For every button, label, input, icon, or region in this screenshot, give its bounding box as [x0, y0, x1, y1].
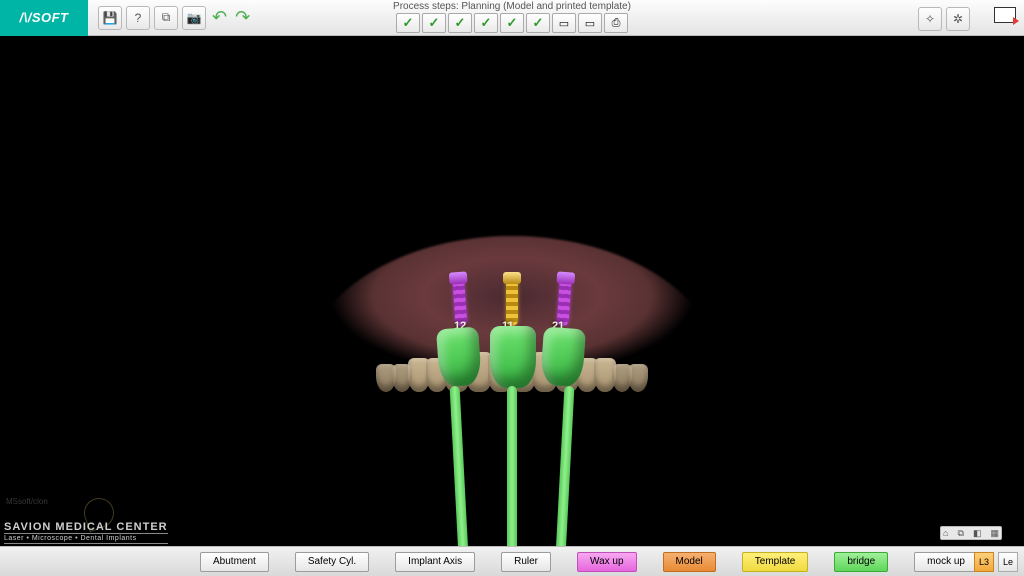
brand-overlay: SAVION MEDICAL CENTER Laser • Microscope… [4, 521, 168, 544]
dental-arch: 12 11 21 [302, 236, 722, 436]
abutment-button[interactable]: Abutment [200, 552, 269, 572]
safety-cyl-button[interactable]: Safety Cyl. [295, 552, 369, 572]
model-button[interactable]: Model [663, 552, 716, 572]
redo-arrow-icon[interactable]: ↷ [233, 7, 252, 28]
process-step-2[interactable] [422, 13, 446, 33]
process-step-8[interactable]: ▭ [578, 13, 602, 33]
brand-line1: SAVION MEDICAL CENTER [4, 521, 168, 533]
process-step-7[interactable]: ▭ [552, 13, 576, 33]
waxup-12[interactable] [436, 327, 482, 388]
viewport-3d[interactable]: 12 11 21 MSsoft/clon SAVION MEDICAL CENT… [0, 36, 1024, 546]
save-icon[interactable]: 💾 [98, 6, 122, 30]
tooth [628, 364, 648, 392]
view-tool-2-icon[interactable]: ✲ [946, 7, 970, 31]
view-controls-bar[interactable]: ⌂ ⧉ ◧ ▦ [940, 526, 1002, 540]
camera-icon[interactable]: 📷 [182, 6, 206, 30]
tooth [392, 364, 412, 392]
mockup-button[interactable]: mock up [914, 552, 978, 572]
view-tool-1-icon[interactable]: ✧ [918, 7, 942, 31]
undo-arrow-icon[interactable]: ↶ [210, 7, 229, 28]
l3-button[interactable]: L3 [974, 552, 994, 572]
brand-line2: Laser • Microscope • Dental Implants [4, 533, 168, 544]
view-ctrl-half-icon[interactable]: ◧ [973, 528, 982, 539]
mail-icon [994, 7, 1016, 23]
view-ctrl-home-icon[interactable]: ⌂ [943, 528, 948, 538]
view-ctrl-grid-icon[interactable]: ▦ [990, 528, 999, 539]
waxup-button[interactable]: Wax up [577, 552, 637, 572]
process-step-3[interactable] [448, 13, 472, 33]
view-ctrl-split-icon[interactable]: ⧉ [957, 528, 963, 539]
bottom-right-group: L3 Le [974, 552, 1018, 572]
bottom-toolbar: Abutment Safety Cyl. Implant Axis Ruler … [0, 546, 1024, 576]
process-step-4[interactable] [474, 13, 498, 33]
toolbar-left-group: 💾 ? ⧉ 📷 ↶ ↷ [88, 6, 262, 30]
app-logo: /\/SOFT [0, 0, 88, 36]
watermark-small: MSsoft/clon [6, 497, 48, 506]
process-step-1[interactable] [396, 13, 420, 33]
process-step-5[interactable] [500, 13, 524, 33]
process-step-6[interactable] [526, 13, 550, 33]
process-steps-title: Process steps: Planning (Model and print… [393, 1, 631, 12]
bridge-button[interactable]: bridge [834, 552, 888, 572]
process-steps: ▭ ▭ ⎙ [396, 13, 628, 33]
ruler-button[interactable]: Ruler [501, 552, 551, 572]
process-step-9[interactable]: ⎙ [604, 13, 628, 33]
mail-button[interactable] [994, 7, 1016, 23]
implant-axis-button[interactable]: Implant Axis [395, 552, 475, 572]
template-button[interactable]: Template [742, 552, 809, 572]
help-icon[interactable]: ? [126, 6, 150, 30]
le-button[interactable]: Le [998, 552, 1018, 572]
link-icon[interactable]: ⧉ [154, 6, 178, 30]
waxup-11[interactable] [490, 326, 536, 388]
guide-pin-11[interactable] [507, 386, 517, 546]
top-toolbar: /\/SOFT 💾 ? ⧉ 📷 ↶ ↷ Process steps: Plann… [0, 0, 1024, 36]
toolbar-right-group: ✧ ✲ [918, 7, 970, 31]
